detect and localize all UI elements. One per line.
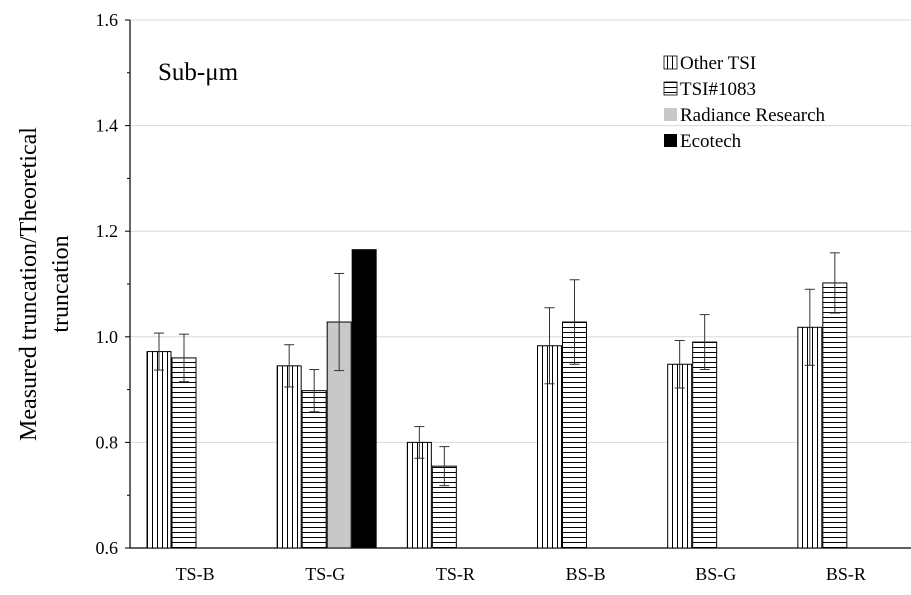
legend: Other TSI TSI#1083 Radiance Research Ecotec… [663,53,826,152]
x-tick-label: TS-R [436,564,475,584]
y-tick-label: 0.8 [96,432,119,452]
legend-swatch [663,55,678,70]
bar [276,365,302,549]
legend-swatch [664,134,677,147]
tick-labels: 0.6 0.8 1.0 1.2 1.4 1.6 TS-B TS-G TS-R BS-B BS-G BS… [96,10,866,584]
y-tick-label: 1.4 [96,116,119,136]
bar [667,363,693,549]
bars [146,249,848,549]
y-tick-label: 1.6 [96,10,119,30]
bar [692,341,718,549]
y-tick-label: 1.2 [96,221,119,241]
y-tick-label: 1.0 [96,327,119,347]
error-bars [154,252,840,487]
x-tick-label: TS-G [305,564,345,584]
legend-label: Other TSI [680,53,756,74]
chart-annotation: Sub-μm [158,59,239,86]
bar [171,357,197,549]
legend-label: TSI#1083 [680,79,756,100]
legend-label: Radiance Research [680,105,826,126]
x-tick-label: BS-G [695,564,736,584]
bar [822,282,848,549]
legend-swatch [664,108,677,121]
y-axis-label-line2: truncation [48,235,74,332]
legend-swatch [663,81,678,96]
legend-label: Ecotech [680,131,742,152]
y-tick-label: 0.6 [96,538,119,558]
x-tick-label: BS-B [566,564,606,584]
x-tick-label: TS-B [176,564,215,584]
gridlines [130,19,911,443]
y-axis-label-line1: Measured truncation/Theoretical [16,127,42,441]
bar [301,390,327,549]
x-tick-label: BS-R [826,564,866,584]
bar [351,249,377,549]
axes [125,19,911,549]
bar [146,351,172,549]
